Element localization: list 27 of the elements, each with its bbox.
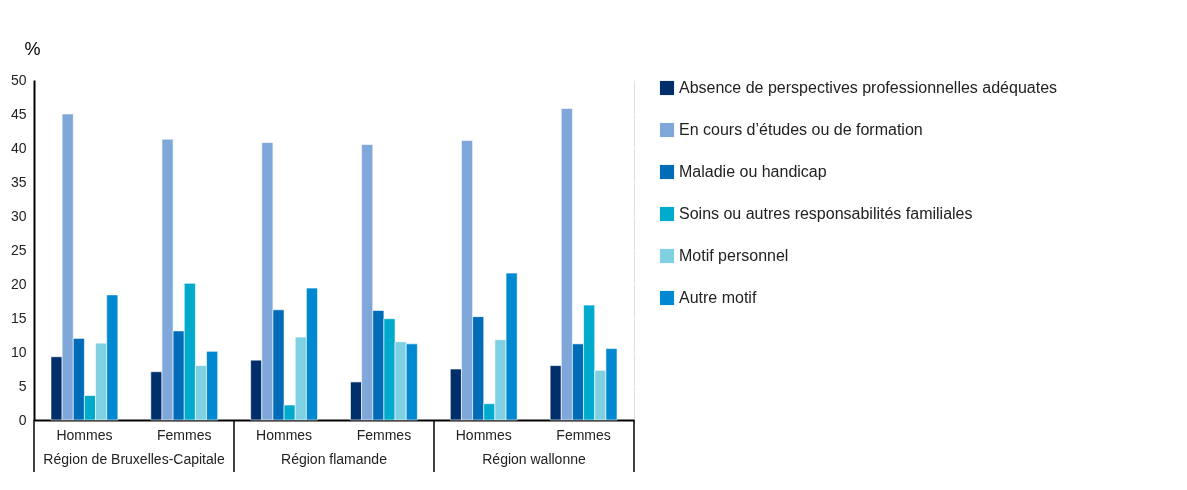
x-tick-label: Hommes [56, 426, 113, 443]
y-tick-label: 25 [10, 241, 27, 258]
text: Région de Bruxelles-Capitale [43, 451, 225, 467]
x-tick-label: Hommes [256, 426, 313, 443]
legend-label: Autre motif [679, 289, 757, 306]
y-tick-label: 5 [18, 377, 27, 394]
legend-label: Motif personnel [679, 247, 789, 264]
legend-label: En cours d’études ou de formation [679, 121, 923, 138]
y-axis-title: % [24, 38, 41, 59]
y-tick-label: 0 [18, 411, 27, 428]
text: Région flamande [281, 451, 388, 467]
legend-label: Maladie ou handicap [679, 163, 827, 180]
x-tick-label: Femmes [157, 426, 212, 443]
x-tick-label: Femmes [556, 426, 611, 443]
y-tick-label: 35 [10, 173, 27, 190]
legend-label: Absence de perspectives professionnelles adéquates [679, 79, 1058, 96]
x-tick-label: Hommes [455, 426, 512, 443]
y-tick-label: 15 [10, 309, 27, 326]
y-tick-label: 10 [10, 343, 27, 360]
y-tick-label: 50 [10, 71, 27, 88]
text: Région wallonne [482, 451, 586, 467]
legend-label: Soins ou autres responsabilités familiales [679, 205, 973, 222]
y-tick-label: 45 [10, 105, 27, 122]
x-tick-label: Femmes [356, 426, 412, 443]
y-tick-label: 30 [10, 207, 27, 224]
y-tick-label: 40 [10, 139, 27, 156]
y-tick-label: 20 [10, 275, 27, 292]
